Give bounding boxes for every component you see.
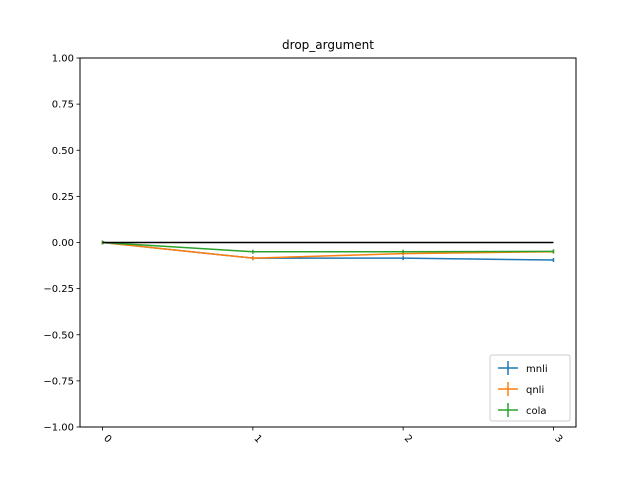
y-tick-label: −0.50 (43, 330, 74, 341)
y-tick-label: −0.25 (43, 284, 74, 295)
y-tick-label: −1.00 (43, 423, 74, 434)
series-line-cola (102, 241, 554, 253)
y-tick-label: 0.25 (52, 192, 74, 203)
y-tick-label: 1.00 (52, 54, 74, 65)
legend-label-cola: cola (526, 406, 547, 417)
y-tick-label: 0.50 (52, 146, 74, 157)
y-tick-label: −0.75 (43, 376, 74, 387)
legend: mnli qnli cola (489, 354, 571, 422)
legend-label-mnli: mnli (526, 364, 548, 375)
chart-title: drop_argument (282, 38, 374, 52)
y-tick-label: 0.75 (52, 100, 74, 111)
y-tick-label: 0.00 (52, 238, 74, 249)
y-axis: 1.00 0.75 0.50 0.25 0.00 −0.25 −0.50 −0.75 −1.00 (43, 54, 80, 434)
series-line-qnli (102, 241, 554, 259)
plot-area (101, 240, 555, 263)
legend-box (489, 354, 571, 422)
legend-label-qnli: qnli (526, 385, 544, 396)
